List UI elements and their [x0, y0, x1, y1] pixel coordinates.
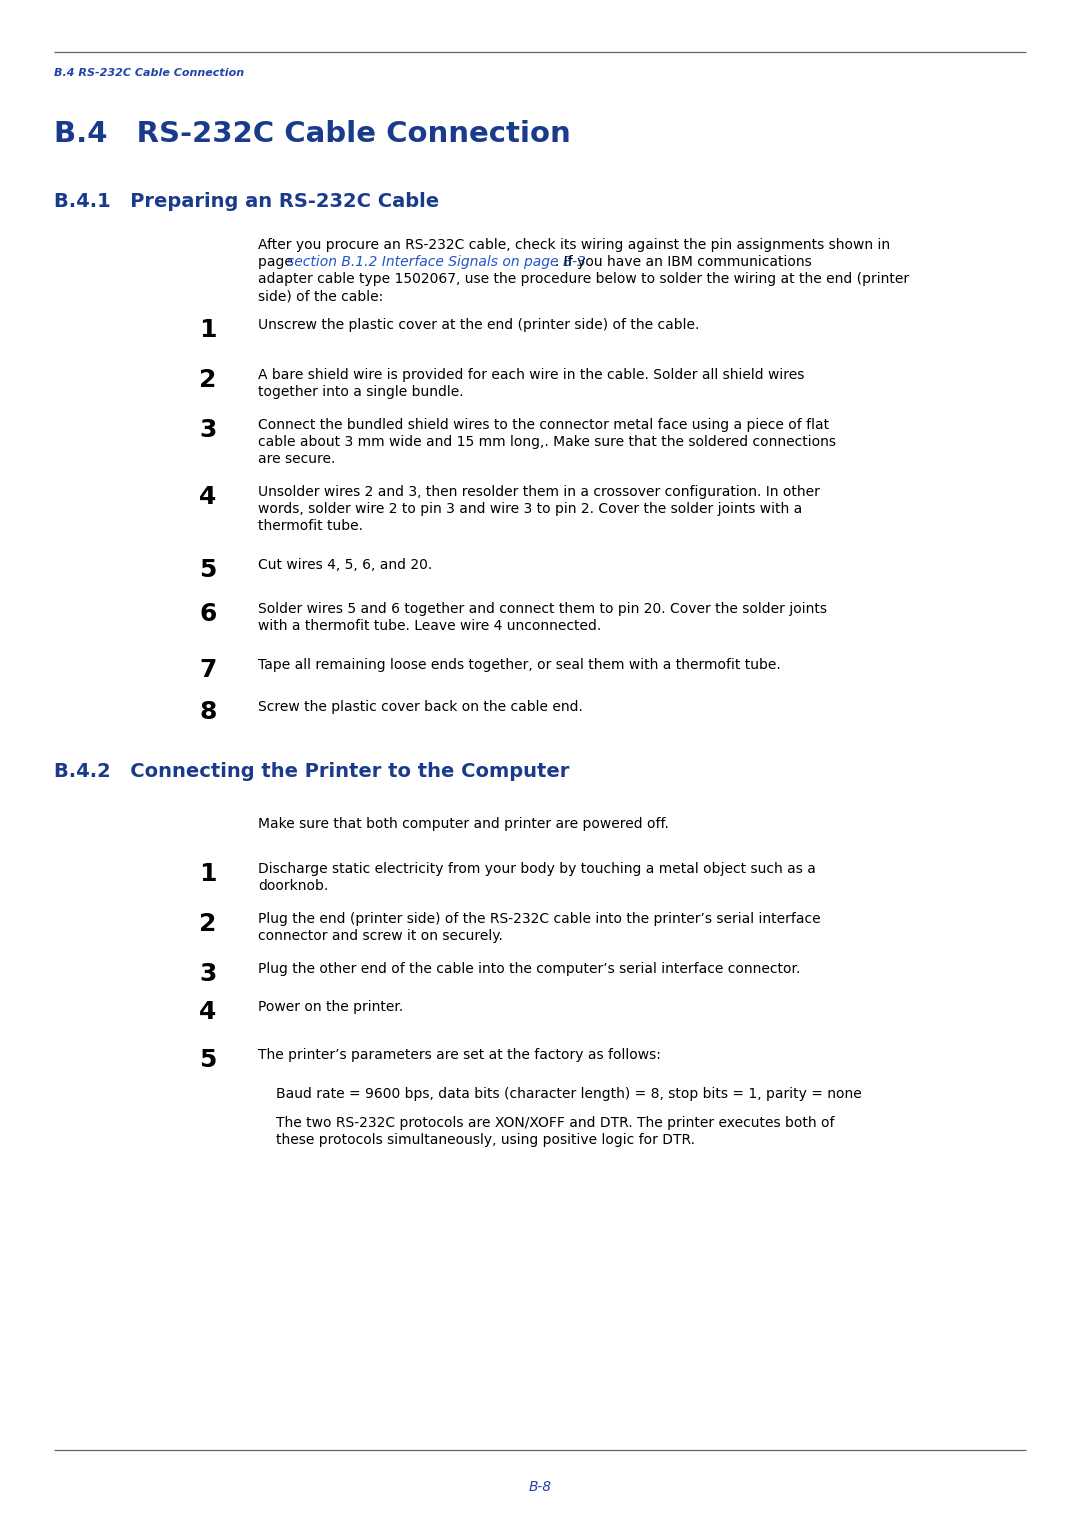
Text: Discharge static electricity from your body by touching a metal object such as a: Discharge static electricity from your b… [258, 862, 815, 876]
Text: After you procure an RS-232C cable, check its wiring against the pin assignments: After you procure an RS-232C cable, chec… [258, 238, 890, 252]
Text: A bare shield wire is provided for each wire in the cable. Solder all shield wir: A bare shield wire is provided for each … [258, 368, 805, 382]
Text: 2: 2 [200, 368, 217, 393]
Text: B.4 RS-232C Cable Connection: B.4 RS-232C Cable Connection [54, 69, 244, 78]
Text: Plug the other end of the cable into the computer’s serial interface connector.: Plug the other end of the cable into the… [258, 963, 800, 976]
Text: Baud rate = 9600 bps, data bits (character length) = 8, stop bits = 1, parity = : Baud rate = 9600 bps, data bits (charact… [276, 1086, 862, 1102]
Text: thermofit tube.: thermofit tube. [258, 520, 363, 533]
Text: Make sure that both computer and printer are powered off.: Make sure that both computer and printer… [258, 817, 669, 831]
Text: side) of the cable:: side) of the cable: [258, 289, 383, 303]
Text: Unscrew the plastic cover at the end (printer side) of the cable.: Unscrew the plastic cover at the end (pr… [258, 318, 700, 332]
Text: The printer’s parameters are set at the factory as follows:: The printer’s parameters are set at the … [258, 1048, 661, 1062]
Text: . If you have an IBM communications: . If you have an IBM communications [555, 255, 812, 269]
Text: 8: 8 [200, 700, 217, 724]
Text: are secure.: are secure. [258, 452, 336, 466]
Text: with a thermofit tube. Leave wire 4 unconnected.: with a thermofit tube. Leave wire 4 unco… [258, 619, 602, 633]
Text: page: page [258, 255, 297, 269]
Text: Power on the printer.: Power on the printer. [258, 999, 403, 1015]
Text: Plug the end (printer side) of the RS-232C cable into the printer’s serial inter: Plug the end (printer side) of the RS-23… [258, 912, 821, 926]
Text: 4: 4 [200, 484, 217, 509]
Text: section B.1.2 Interface Signals on page B-3: section B.1.2 Interface Signals on page … [287, 255, 586, 269]
Text: words, solder wire 2 to pin 3 and wire 3 to pin 2. Cover the solder joints with : words, solder wire 2 to pin 3 and wire 3… [258, 503, 802, 516]
Text: B.4.1 Preparing an RS-232C Cable: B.4.1 Preparing an RS-232C Cable [54, 193, 440, 211]
Text: 4: 4 [200, 999, 217, 1024]
Text: 1: 1 [199, 318, 217, 342]
Text: together into a single bundle.: together into a single bundle. [258, 385, 463, 399]
Text: The two RS-232C protocols are XON/XOFF and DTR. The printer executes both of: The two RS-232C protocols are XON/XOFF a… [276, 1115, 835, 1131]
Text: Unsolder wires 2 and 3, then resolder them in a crossover configuration. In othe: Unsolder wires 2 and 3, then resolder th… [258, 484, 820, 500]
Text: Tape all remaining loose ends together, or seal them with a thermofit tube.: Tape all remaining loose ends together, … [258, 659, 781, 672]
Text: 3: 3 [200, 419, 217, 442]
Text: 7: 7 [200, 659, 217, 681]
Text: 1: 1 [199, 862, 217, 886]
Text: Solder wires 5 and 6 together and connect them to pin 20. Cover the solder joint: Solder wires 5 and 6 together and connec… [258, 602, 827, 616]
Text: Cut wires 4, 5, 6, and 20.: Cut wires 4, 5, 6, and 20. [258, 558, 432, 571]
Text: these protocols simultaneously, using positive logic for DTR.: these protocols simultaneously, using po… [276, 1132, 696, 1148]
Text: connector and screw it on securely.: connector and screw it on securely. [258, 929, 503, 943]
Text: B.4.2 Connecting the Printer to the Computer: B.4.2 Connecting the Printer to the Comp… [54, 762, 569, 781]
Text: cable about 3 mm wide and 15 mm long,. Make sure that the soldered connections: cable about 3 mm wide and 15 mm long,. M… [258, 435, 836, 449]
Text: 3: 3 [200, 963, 217, 986]
Text: Screw the plastic cover back on the cable end.: Screw the plastic cover back on the cabl… [258, 700, 583, 714]
Text: B.4 RS-232C Cable Connection: B.4 RS-232C Cable Connection [54, 121, 570, 148]
Text: doorknob.: doorknob. [258, 879, 328, 892]
Text: 2: 2 [200, 912, 217, 937]
Text: 5: 5 [200, 1048, 217, 1073]
Text: Connect the bundled shield wires to the connector metal face using a piece of fl: Connect the bundled shield wires to the … [258, 419, 829, 432]
Text: 5: 5 [200, 558, 217, 582]
Text: 6: 6 [200, 602, 217, 626]
Text: adapter cable type 1502067, use the procedure below to solder the wiring at the : adapter cable type 1502067, use the proc… [258, 272, 909, 286]
Text: B-8: B-8 [528, 1481, 552, 1494]
